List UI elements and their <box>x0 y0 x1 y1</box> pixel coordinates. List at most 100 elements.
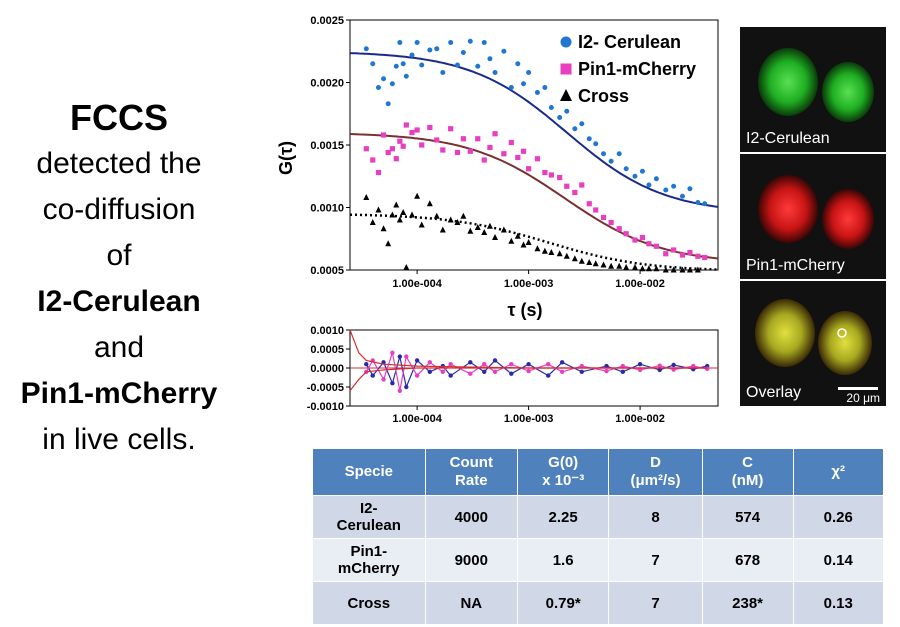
data-point <box>414 127 420 133</box>
data-point <box>475 136 481 142</box>
micrograph-label: Pin1-mCherry <box>746 257 845 274</box>
residual-point <box>620 369 626 374</box>
table-cell: 0.79* <box>517 581 610 625</box>
data-point <box>448 126 454 132</box>
data-point <box>448 40 454 45</box>
residual-point <box>691 363 696 369</box>
residual-line <box>349 367 708 392</box>
data-point <box>414 40 420 45</box>
data-point <box>460 136 466 142</box>
data-point <box>375 206 382 213</box>
summary-line: of <box>106 239 132 272</box>
data-point <box>403 122 409 128</box>
data-point <box>639 265 646 272</box>
summary-line: detected the <box>36 147 202 180</box>
residual-point <box>671 362 676 368</box>
data-point <box>363 146 369 152</box>
residual-point <box>509 371 514 376</box>
residual-point <box>604 368 609 374</box>
scale-bar <box>838 387 878 390</box>
data-point <box>653 243 659 249</box>
residual-point <box>546 373 551 378</box>
residual-point <box>414 373 420 378</box>
data-point <box>440 70 446 75</box>
data-point <box>426 200 433 207</box>
legend-marker <box>560 89 572 101</box>
data-point <box>600 214 607 221</box>
data-point <box>467 38 473 44</box>
data-point <box>380 132 387 138</box>
data-point <box>460 50 466 55</box>
data-point <box>454 219 461 225</box>
residual-point <box>579 369 584 374</box>
residual-point <box>704 366 710 371</box>
data-point <box>695 253 701 259</box>
data-point <box>427 124 433 131</box>
data-point <box>520 81 526 87</box>
table-row: I2- Cerulean 4000 2.25 8 574 0.26 <box>312 495 884 539</box>
residual-point <box>604 363 609 369</box>
data-point <box>593 207 599 213</box>
data-point <box>414 192 421 199</box>
data-point <box>389 81 395 87</box>
data-point <box>486 222 493 229</box>
data-point <box>418 221 425 228</box>
data-point <box>481 157 487 163</box>
data-point <box>687 249 693 256</box>
data-point <box>639 234 646 241</box>
data-point <box>370 157 376 163</box>
data-point <box>508 237 515 244</box>
data-point <box>616 262 623 269</box>
y-tick-label: 0.0005 <box>310 265 344 277</box>
table-header: Specie <box>312 448 426 496</box>
data-point <box>671 183 677 189</box>
data-point <box>475 63 481 69</box>
summary-protein: I2-Cerulean <box>37 285 201 318</box>
data-point <box>623 264 630 270</box>
legend-marker <box>560 36 572 48</box>
data-point <box>525 239 532 245</box>
residual-point <box>390 381 395 386</box>
residual-point <box>657 367 662 373</box>
data-point <box>548 249 555 255</box>
data-point <box>447 216 454 223</box>
roi-circle-icon <box>837 328 847 338</box>
data-point <box>645 265 652 272</box>
data-point <box>454 62 460 68</box>
data-point <box>487 144 493 151</box>
data-point <box>586 201 592 207</box>
residual-point <box>390 350 395 355</box>
data-point <box>557 174 563 181</box>
data-point <box>363 194 370 200</box>
data-point <box>375 169 382 176</box>
data-point <box>514 232 521 239</box>
data-point <box>419 142 425 148</box>
y-tick-label: -0.0005 <box>307 382 344 394</box>
y-tick-label: 0.0020 <box>310 78 344 90</box>
residual-point <box>440 369 446 374</box>
micrograph-mcherry: Pin1-mCherry <box>740 154 886 279</box>
data-point <box>679 193 685 199</box>
data-point <box>393 201 400 208</box>
table-cell: 0.13 <box>792 581 884 625</box>
data-point <box>385 149 391 156</box>
data-point <box>385 240 392 247</box>
residual-point <box>448 362 453 367</box>
data-point <box>481 229 488 235</box>
data-point <box>616 226 622 232</box>
table-header: Count Rate <box>424 448 519 496</box>
y-tick-label: 0.0000 <box>310 363 344 375</box>
data-point <box>639 168 645 174</box>
residual-point <box>427 369 433 374</box>
data-point <box>363 46 369 52</box>
table-header: D (μm²/s) <box>608 448 703 496</box>
data-point <box>579 121 585 127</box>
table-cell: 678 <box>701 538 794 582</box>
data-point <box>608 262 615 269</box>
data-point <box>434 137 440 143</box>
data-point <box>670 266 677 273</box>
data-point <box>526 70 532 75</box>
data-point <box>403 73 409 79</box>
micrograph-label: I2-Cerulean <box>746 130 830 147</box>
data-point <box>385 101 391 107</box>
